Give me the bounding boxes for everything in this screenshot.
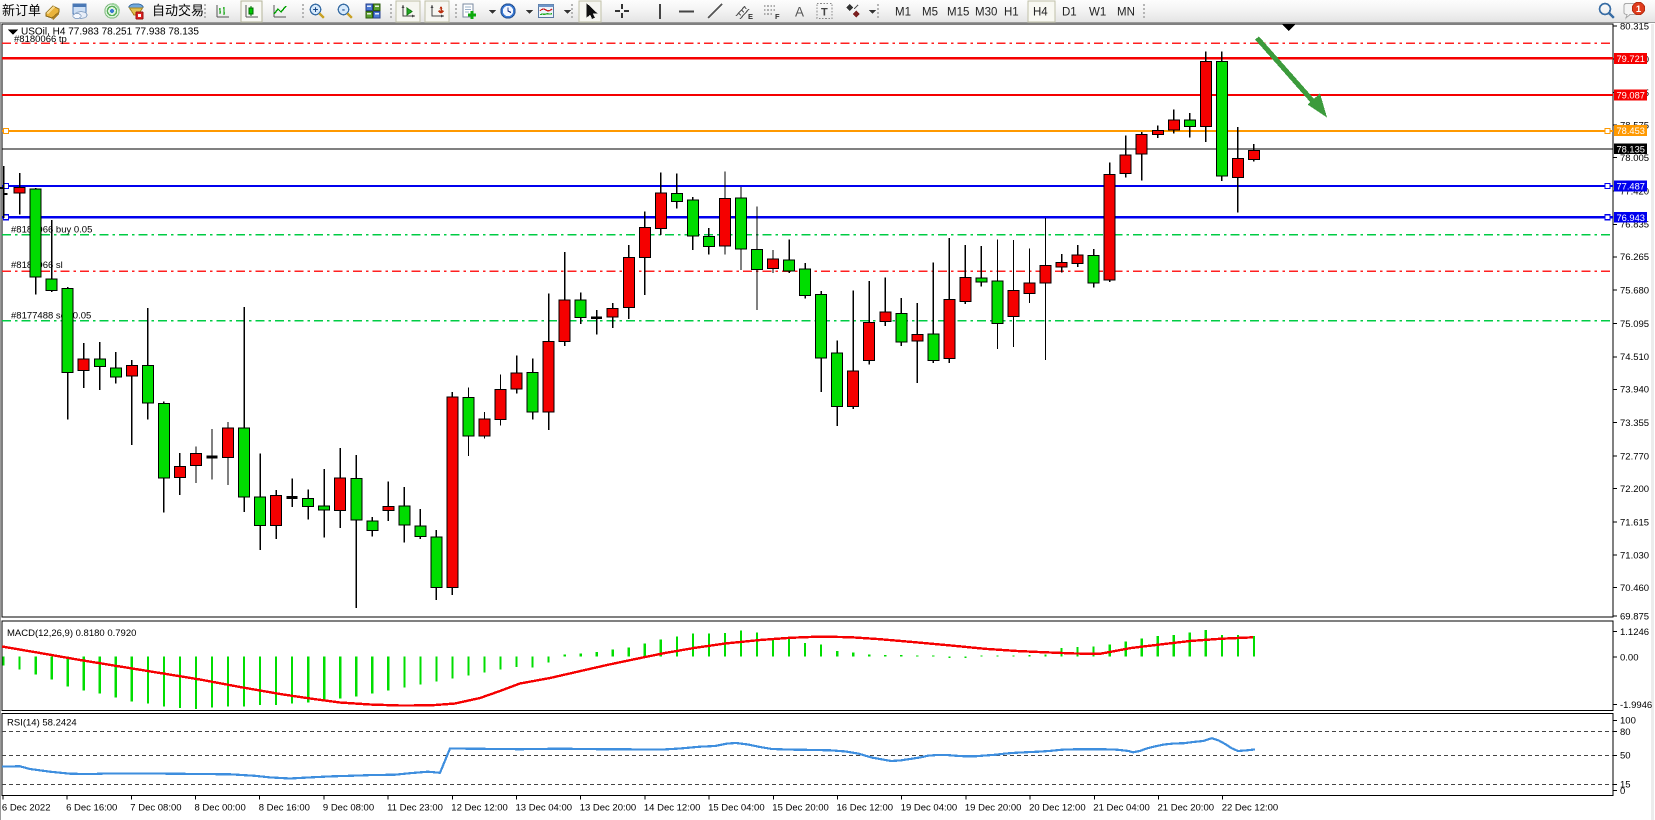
svg-text:15: 15 — [1620, 780, 1631, 791]
svg-text:T: T — [821, 7, 828, 19]
svg-text:6 Dec 2022: 6 Dec 2022 — [2, 803, 51, 814]
svg-text:73.940: 73.940 — [1620, 385, 1649, 396]
svg-text:13 Dec 20:00: 13 Dec 20:00 — [580, 803, 637, 814]
svg-text:71.030: 71.030 — [1620, 551, 1649, 562]
svg-text:75.680: 75.680 — [1620, 286, 1649, 297]
svg-text:19 Dec 04:00: 19 Dec 04:00 — [901, 803, 958, 814]
svg-text:12 Dec 12:00: 12 Dec 12:00 — [451, 803, 508, 814]
svg-text:6 Dec 16:00: 6 Dec 16:00 — [66, 803, 117, 814]
svg-text:76.835: 76.835 — [1620, 220, 1649, 231]
svg-text:75.095: 75.095 — [1620, 319, 1649, 330]
svg-text:78.005: 78.005 — [1620, 153, 1649, 164]
svg-text:M30: M30 — [975, 7, 997, 19]
svg-text:70.460: 70.460 — [1620, 583, 1649, 594]
svg-text:M15: M15 — [947, 7, 969, 19]
svg-text:15 Dec 04:00: 15 Dec 04:00 — [708, 803, 765, 814]
svg-text:新订单: 新订单 — [2, 3, 41, 18]
svg-text:73.355: 73.355 — [1620, 418, 1649, 429]
svg-text:7 Dec 08:00: 7 Dec 08:00 — [130, 803, 181, 814]
svg-text:A: A — [795, 5, 804, 20]
svg-text:MACD(12,26,9) 0.8180 0.7920: MACD(12,26,9) 0.8180 0.7920 — [7, 628, 136, 639]
svg-text:E: E — [748, 12, 753, 21]
svg-text:自动交易: 自动交易 — [152, 3, 204, 18]
svg-text:69.875: 69.875 — [1620, 611, 1649, 622]
svg-text:71.615: 71.615 — [1620, 517, 1649, 528]
svg-text:+: + — [313, 5, 319, 16]
svg-text:100: 100 — [1620, 716, 1636, 727]
svg-text:8 Dec 16:00: 8 Dec 16:00 — [259, 803, 310, 814]
svg-text:80: 80 — [1620, 727, 1631, 738]
svg-text:M1: M1 — [895, 7, 911, 19]
svg-text:-: - — [342, 5, 345, 16]
svg-text:50: 50 — [1620, 751, 1631, 762]
svg-text:USOil, H4 77.983 78.251 77.93: USOil, H4 77.983 78.251 77.938 78.135 — [21, 27, 199, 38]
svg-text:15 Dec 20:00: 15 Dec 20:00 — [772, 803, 829, 814]
svg-text:0.00: 0.00 — [1620, 652, 1639, 663]
svg-text:16 Dec 12:00: 16 Dec 12:00 — [837, 803, 894, 814]
svg-text:72.200: 72.200 — [1620, 484, 1649, 495]
svg-text:D1: D1 — [1062, 7, 1077, 19]
svg-text:76.265: 76.265 — [1620, 252, 1649, 263]
svg-text:9 Dec 08:00: 9 Dec 08:00 — [323, 803, 374, 814]
svg-text:#8180066 tp: #8180066 tp — [14, 34, 67, 45]
svg-text:H1: H1 — [1004, 7, 1019, 19]
svg-text:22 Dec 12:00: 22 Dec 12:00 — [1222, 803, 1279, 814]
svg-text:H4: H4 — [1033, 7, 1048, 19]
svg-text:#8177488 sell 0.05: #8177488 sell 0.05 — [11, 311, 91, 322]
svg-text:-1.9946: -1.9946 — [1620, 700, 1652, 711]
svg-text:79.721: 79.721 — [1617, 54, 1645, 64]
svg-text:W1: W1 — [1089, 7, 1106, 19]
svg-text:80.315: 80.315 — [1620, 21, 1649, 32]
svg-text:M5: M5 — [922, 7, 938, 19]
svg-text:1: 1 — [1636, 4, 1642, 15]
svg-text:78.135: 78.135 — [1617, 144, 1645, 154]
svg-text:76.943: 76.943 — [1617, 213, 1645, 223]
svg-text:77.420: 77.420 — [1620, 186, 1649, 197]
svg-text:0: 0 — [1620, 786, 1625, 797]
svg-text:MN: MN — [1117, 7, 1135, 19]
svg-text:74.510: 74.510 — [1620, 352, 1649, 363]
svg-text:19 Dec 20:00: 19 Dec 20:00 — [965, 803, 1022, 814]
svg-text:21 Dec 04:00: 21 Dec 04:00 — [1093, 803, 1150, 814]
svg-text:1.1246: 1.1246 — [1620, 627, 1649, 638]
svg-text:11 Dec 23:00: 11 Dec 23:00 — [387, 803, 443, 814]
svg-text:78.453: 78.453 — [1617, 126, 1645, 136]
svg-text:21 Dec 20:00: 21 Dec 20:00 — [1158, 803, 1215, 814]
svg-text:RSI(14) 58.2424: RSI(14) 58.2424 — [7, 718, 77, 729]
svg-text:20 Dec 12:00: 20 Dec 12:00 — [1029, 803, 1086, 814]
svg-text:79.087: 79.087 — [1617, 91, 1645, 101]
svg-text:F: F — [775, 12, 780, 21]
svg-text:14 Dec 12:00: 14 Dec 12:00 — [644, 803, 701, 814]
svg-text:8 Dec 00:00: 8 Dec 00:00 — [195, 803, 246, 814]
svg-text:72.770: 72.770 — [1620, 451, 1649, 462]
svg-text:13 Dec 04:00: 13 Dec 04:00 — [516, 803, 573, 814]
svg-text:77.487: 77.487 — [1617, 182, 1645, 192]
